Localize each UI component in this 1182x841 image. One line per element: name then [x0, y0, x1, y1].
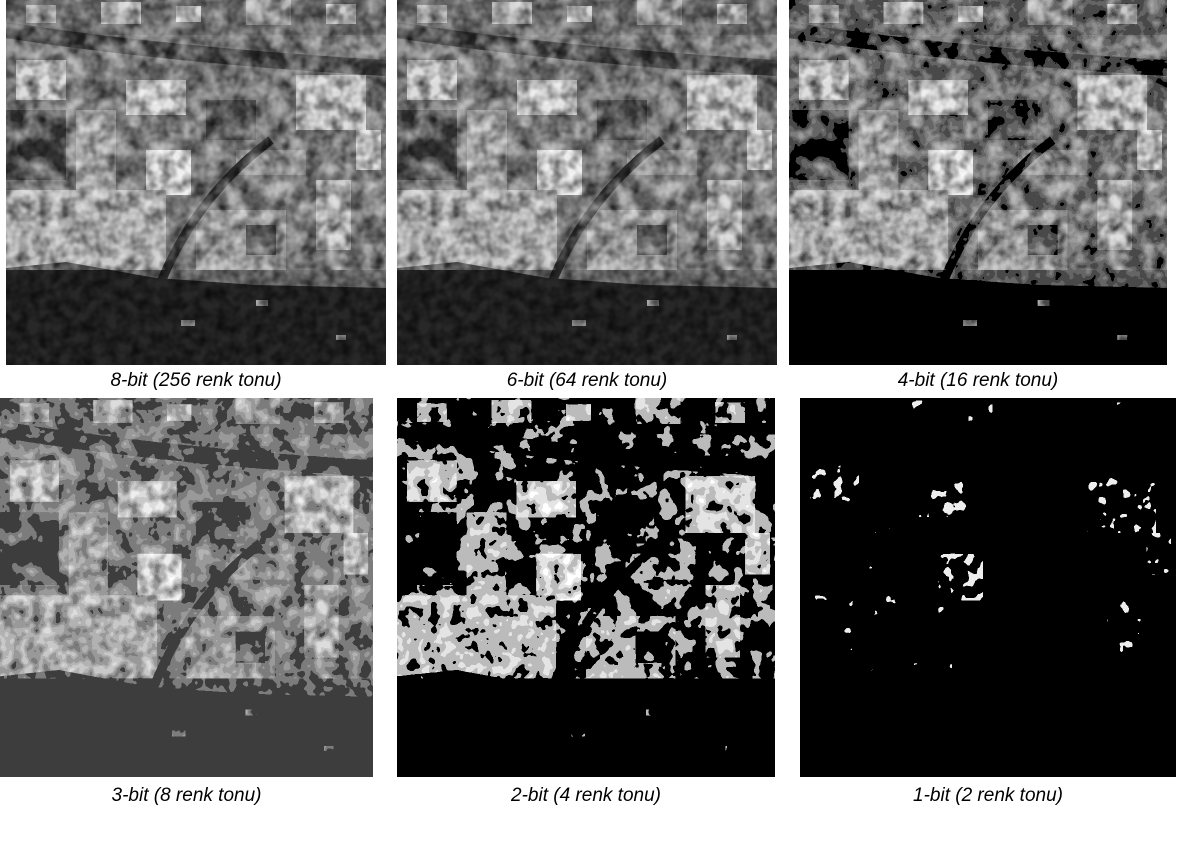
figure-page: 8-bit (256 renk tonu) 6-bit (64 renk ton…	[0, 0, 1182, 841]
image-4bit	[789, 0, 1167, 365]
image-2bit	[397, 398, 775, 777]
caption: 1-bit (2 renk tonu)	[800, 785, 1176, 807]
image-6bit	[397, 0, 777, 365]
image-8bit	[6, 0, 386, 365]
image-3bit	[0, 398, 373, 777]
caption: 2-bit (4 renk tonu)	[397, 785, 775, 807]
caption: 3-bit (8 renk tonu)	[0, 785, 373, 807]
caption: 4-bit (16 renk tonu)	[789, 370, 1167, 392]
image-1bit	[800, 398, 1176, 777]
caption: 8-bit (256 renk tonu)	[6, 370, 386, 392]
caption: 6-bit (64 renk tonu)	[397, 370, 777, 392]
